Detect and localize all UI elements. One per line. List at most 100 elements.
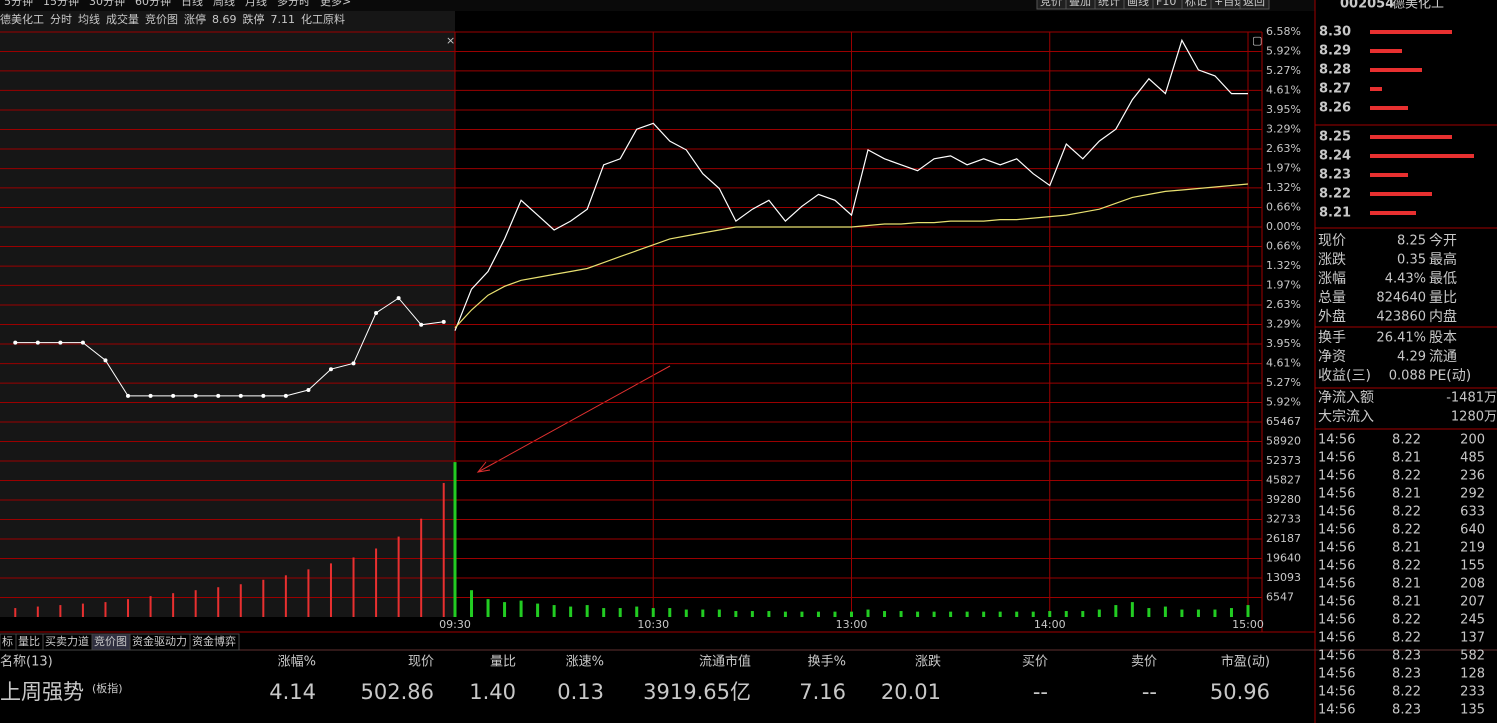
- column-header[interactable]: 现价: [408, 655, 434, 670]
- period-tab[interactable]: 多分时: [277, 0, 310, 8]
- toolbar-button-label[interactable]: 返回: [1243, 0, 1265, 8]
- volume-bar: [1180, 609, 1184, 617]
- auction-zone: [0, 0, 455, 617]
- toolbar-button-label[interactable]: 叠加: [1069, 0, 1091, 8]
- column-header[interactable]: 市盈(动): [1221, 654, 1270, 670]
- bottom-tab[interactable]: 标: [2, 634, 13, 648]
- period-tab[interactable]: 30分钟: [89, 0, 125, 8]
- series-toggle[interactable]: 成交量: [106, 12, 139, 26]
- series-toggle[interactable]: 竞价图: [145, 12, 178, 26]
- volume-bar: [618, 608, 622, 617]
- row-name[interactable]: 上周强势: [0, 680, 84, 704]
- y2-tick-label: 39280: [1266, 493, 1301, 506]
- flow-label: 大宗流入: [1318, 409, 1374, 425]
- auction-volume-bar: [59, 605, 62, 617]
- volume-bar: [767, 611, 771, 617]
- trade-time: 14:56: [1318, 667, 1355, 682]
- book-price: 8.22: [1319, 187, 1351, 202]
- trade-time: 14:56: [1318, 631, 1355, 646]
- auction-volume-bar: [217, 587, 220, 617]
- volume-bar: [1015, 611, 1019, 617]
- toolbar-button-label[interactable]: 竞价: [1040, 0, 1062, 8]
- volume-bar: [883, 611, 887, 617]
- trade-time: 14:56: [1318, 487, 1355, 502]
- volume-bar: [470, 590, 474, 617]
- volume-bar: [585, 605, 589, 617]
- stat-value: 0.35: [1397, 253, 1426, 268]
- auction-dot: [374, 310, 379, 315]
- y-tick-label: 0.66%: [1266, 240, 1301, 253]
- column-header[interactable]: 卖价: [1131, 655, 1157, 670]
- toolbar-button-label[interactable]: 标记: [1185, 0, 1207, 8]
- trade-volume: 582: [1460, 649, 1485, 664]
- toolbar-button-label[interactable]: 统计: [1098, 0, 1120, 8]
- column-header[interactable]: 量比: [490, 655, 516, 670]
- column-header[interactable]: 涨速%: [566, 655, 604, 670]
- volume-bar: [536, 603, 540, 617]
- close-icon[interactable]: ×: [446, 34, 455, 47]
- column-header[interactable]: 流通市值: [699, 654, 751, 670]
- bottom-tab[interactable]: 量比: [18, 635, 40, 648]
- period-tab[interactable]: 周线: [213, 0, 235, 8]
- toolbar-button[interactable]: [1239, 0, 1270, 10]
- bottom-tab[interactable]: 买卖力道: [45, 634, 89, 648]
- auction-dot: [80, 340, 85, 345]
- bottom-tab[interactable]: 竞价图: [94, 634, 127, 648]
- y2-tick-label: 13093: [1266, 571, 1301, 584]
- volume-bar: [1081, 611, 1085, 617]
- stat-label: 涨幅: [1318, 271, 1346, 287]
- column-header[interactable]: 换手%: [808, 655, 846, 670]
- bottom-tab-box[interactable]: [189, 633, 240, 651]
- book-price: 8.26: [1319, 101, 1351, 116]
- book-bar: [1370, 211, 1416, 215]
- column-header[interactable]: 名称(13): [0, 654, 53, 670]
- y-tick-label: 3.95%: [1266, 337, 1301, 350]
- trade-price: 8.21: [1392, 577, 1421, 592]
- volume-bar: [486, 599, 490, 617]
- period-tab[interactable]: 日线: [181, 0, 203, 8]
- auction-dot: [419, 322, 424, 327]
- auction-volume-bar: [104, 602, 107, 617]
- column-header[interactable]: 涨幅%: [278, 655, 316, 670]
- auction-dot: [35, 340, 40, 345]
- book-bar: [1370, 173, 1408, 177]
- auction-line: [15, 297, 444, 397]
- volume-bar: [1097, 609, 1101, 617]
- trade-volume: 245: [1460, 613, 1485, 628]
- volume-bar: [899, 611, 903, 617]
- trade-volume: 135: [1460, 703, 1485, 718]
- toolbar-button-label[interactable]: F10: [1156, 0, 1176, 8]
- trade-time: 14:56: [1318, 685, 1355, 700]
- volume-bar: [519, 600, 523, 617]
- volume-bar: [800, 611, 804, 617]
- volume-bar: [1147, 608, 1151, 617]
- period-tab[interactable]: 月线: [245, 0, 267, 8]
- stat-label: 涨跌: [1318, 252, 1346, 268]
- auction-dot: [441, 319, 446, 324]
- period-tab[interactable]: 5分钟: [4, 0, 33, 8]
- toolbar-button-label[interactable]: +自选: [1214, 0, 1245, 8]
- series-toggle[interactable]: 分时: [50, 13, 72, 26]
- trade-volume: 128: [1460, 667, 1485, 682]
- bottom-tab[interactable]: 资金驱动力: [132, 634, 187, 648]
- x-tick-label: 13:00: [836, 618, 868, 631]
- column-header[interactable]: 涨跌: [915, 654, 941, 670]
- stock-name: 德美化工: [0, 12, 44, 26]
- column-header[interactable]: 买价: [1022, 655, 1048, 670]
- period-tab[interactable]: 60分钟: [135, 0, 171, 8]
- close-icon[interactable]: ▢: [1252, 34, 1262, 47]
- trade-time: 14:56: [1318, 703, 1355, 718]
- book-bar: [1370, 49, 1402, 53]
- row-cell: 0.13: [557, 680, 604, 704]
- period-tab[interactable]: 15分钟: [43, 0, 79, 8]
- auction-volume-bar: [420, 518, 423, 617]
- trade-price: 8.21: [1392, 541, 1421, 556]
- bottom-tab[interactable]: 资金博弈: [192, 634, 236, 648]
- period-tab[interactable]: 更多>: [320, 0, 351, 8]
- series-toggle[interactable]: 均线: [78, 12, 100, 26]
- y-tick-label: 3.95%: [1266, 103, 1301, 116]
- book-bar: [1370, 192, 1432, 196]
- volume-bar: [932, 611, 936, 617]
- book-bar: [1370, 68, 1422, 72]
- toolbar-button-label[interactable]: 画线: [1127, 0, 1149, 8]
